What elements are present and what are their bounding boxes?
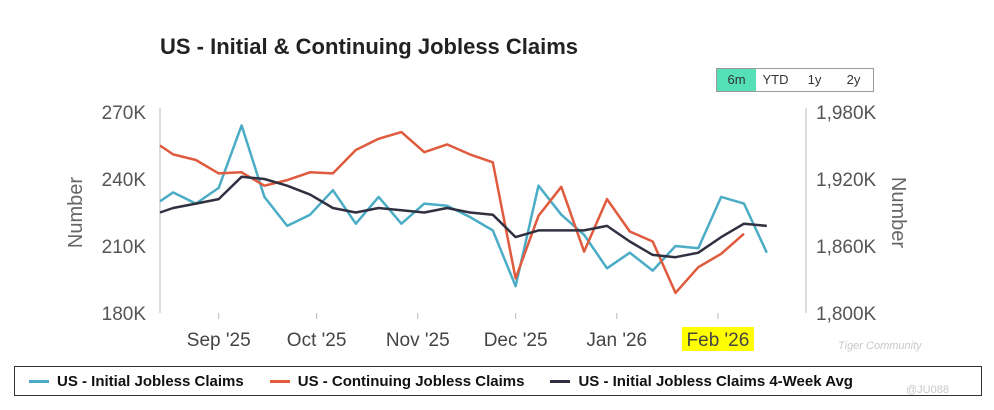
series-line-initial <box>159 124 768 288</box>
legend-label-avg: US - Initial Jobless Claims 4-Week Avg <box>578 372 853 390</box>
series-line-avg <box>159 175 767 259</box>
x-tick-label: Dec '25 <box>484 330 548 351</box>
x-tick-label: Oct '25 <box>287 330 347 351</box>
chart-title: US - Initial & Continuing Jobless Claims <box>160 34 579 59</box>
x-tick-label: Jan '26 <box>586 330 647 351</box>
legend-swatch-avg <box>550 379 571 383</box>
series-line-continuing <box>159 130 745 295</box>
chart-axes: 180K 210K 240K 270K 1,800K 1,860K 1,920K 1,980K… <box>65 103 909 351</box>
range-selector: 6m YTD 1y 2y <box>716 68 874 92</box>
range-tab-2y[interactable]: 2y <box>846 72 861 87</box>
right-tick-label: 1,980K <box>816 103 877 124</box>
legend-item-avg[interactable]: US - Initial Jobless Claims 4-Week Avg <box>550 373 853 390</box>
right-tick-label: 1,800K <box>816 304 877 325</box>
chart-plot: 180K 210K 240K 270K 1,800K 1,860K 1,920K 1,980K… <box>65 103 909 351</box>
range-tab-6m[interactable]: 6m <box>717 69 756 91</box>
legend-label-initial: US - Initial Jobless Claims <box>57 372 244 390</box>
left-tick-label: 180K <box>102 304 147 325</box>
watermark-user: @JU088 <box>906 384 949 396</box>
right-axis-title: Number <box>887 177 909 248</box>
left-tick-label: 210K <box>102 237 147 258</box>
legend-item-initial[interactable]: US - Initial Jobless Claims <box>29 373 244 390</box>
right-tick-label: 1,920K <box>816 170 877 191</box>
x-tick-label: Nov '25 <box>386 330 450 351</box>
legend-label-continuing: US - Continuing Jobless Claims <box>297 372 525 390</box>
x-tick-label: Sep '25 <box>187 330 251 351</box>
watermark-brand: Tiger Community <box>838 340 922 352</box>
left-axis-title: Number <box>65 177 87 248</box>
left-tick-label: 240K <box>102 170 147 191</box>
range-tab-1y[interactable]: 1y <box>807 72 822 87</box>
range-tab-ytd[interactable]: YTD <box>762 72 789 87</box>
chart-series-lines <box>159 124 768 295</box>
legend-swatch-continuing <box>269 379 290 383</box>
x-tick-label: Feb '26 <box>687 330 750 351</box>
x-tick-highlight <box>681 327 754 351</box>
chart-legend: US - Initial Jobless Claims US - Continu… <box>14 366 982 396</box>
right-tick-label: 1,860K <box>816 237 877 258</box>
left-tick-label: 270K <box>102 103 147 124</box>
legend-swatch-initial <box>29 379 49 383</box>
legend-item-continuing[interactable]: US - Continuing Jobless Claims <box>269 372 525 390</box>
